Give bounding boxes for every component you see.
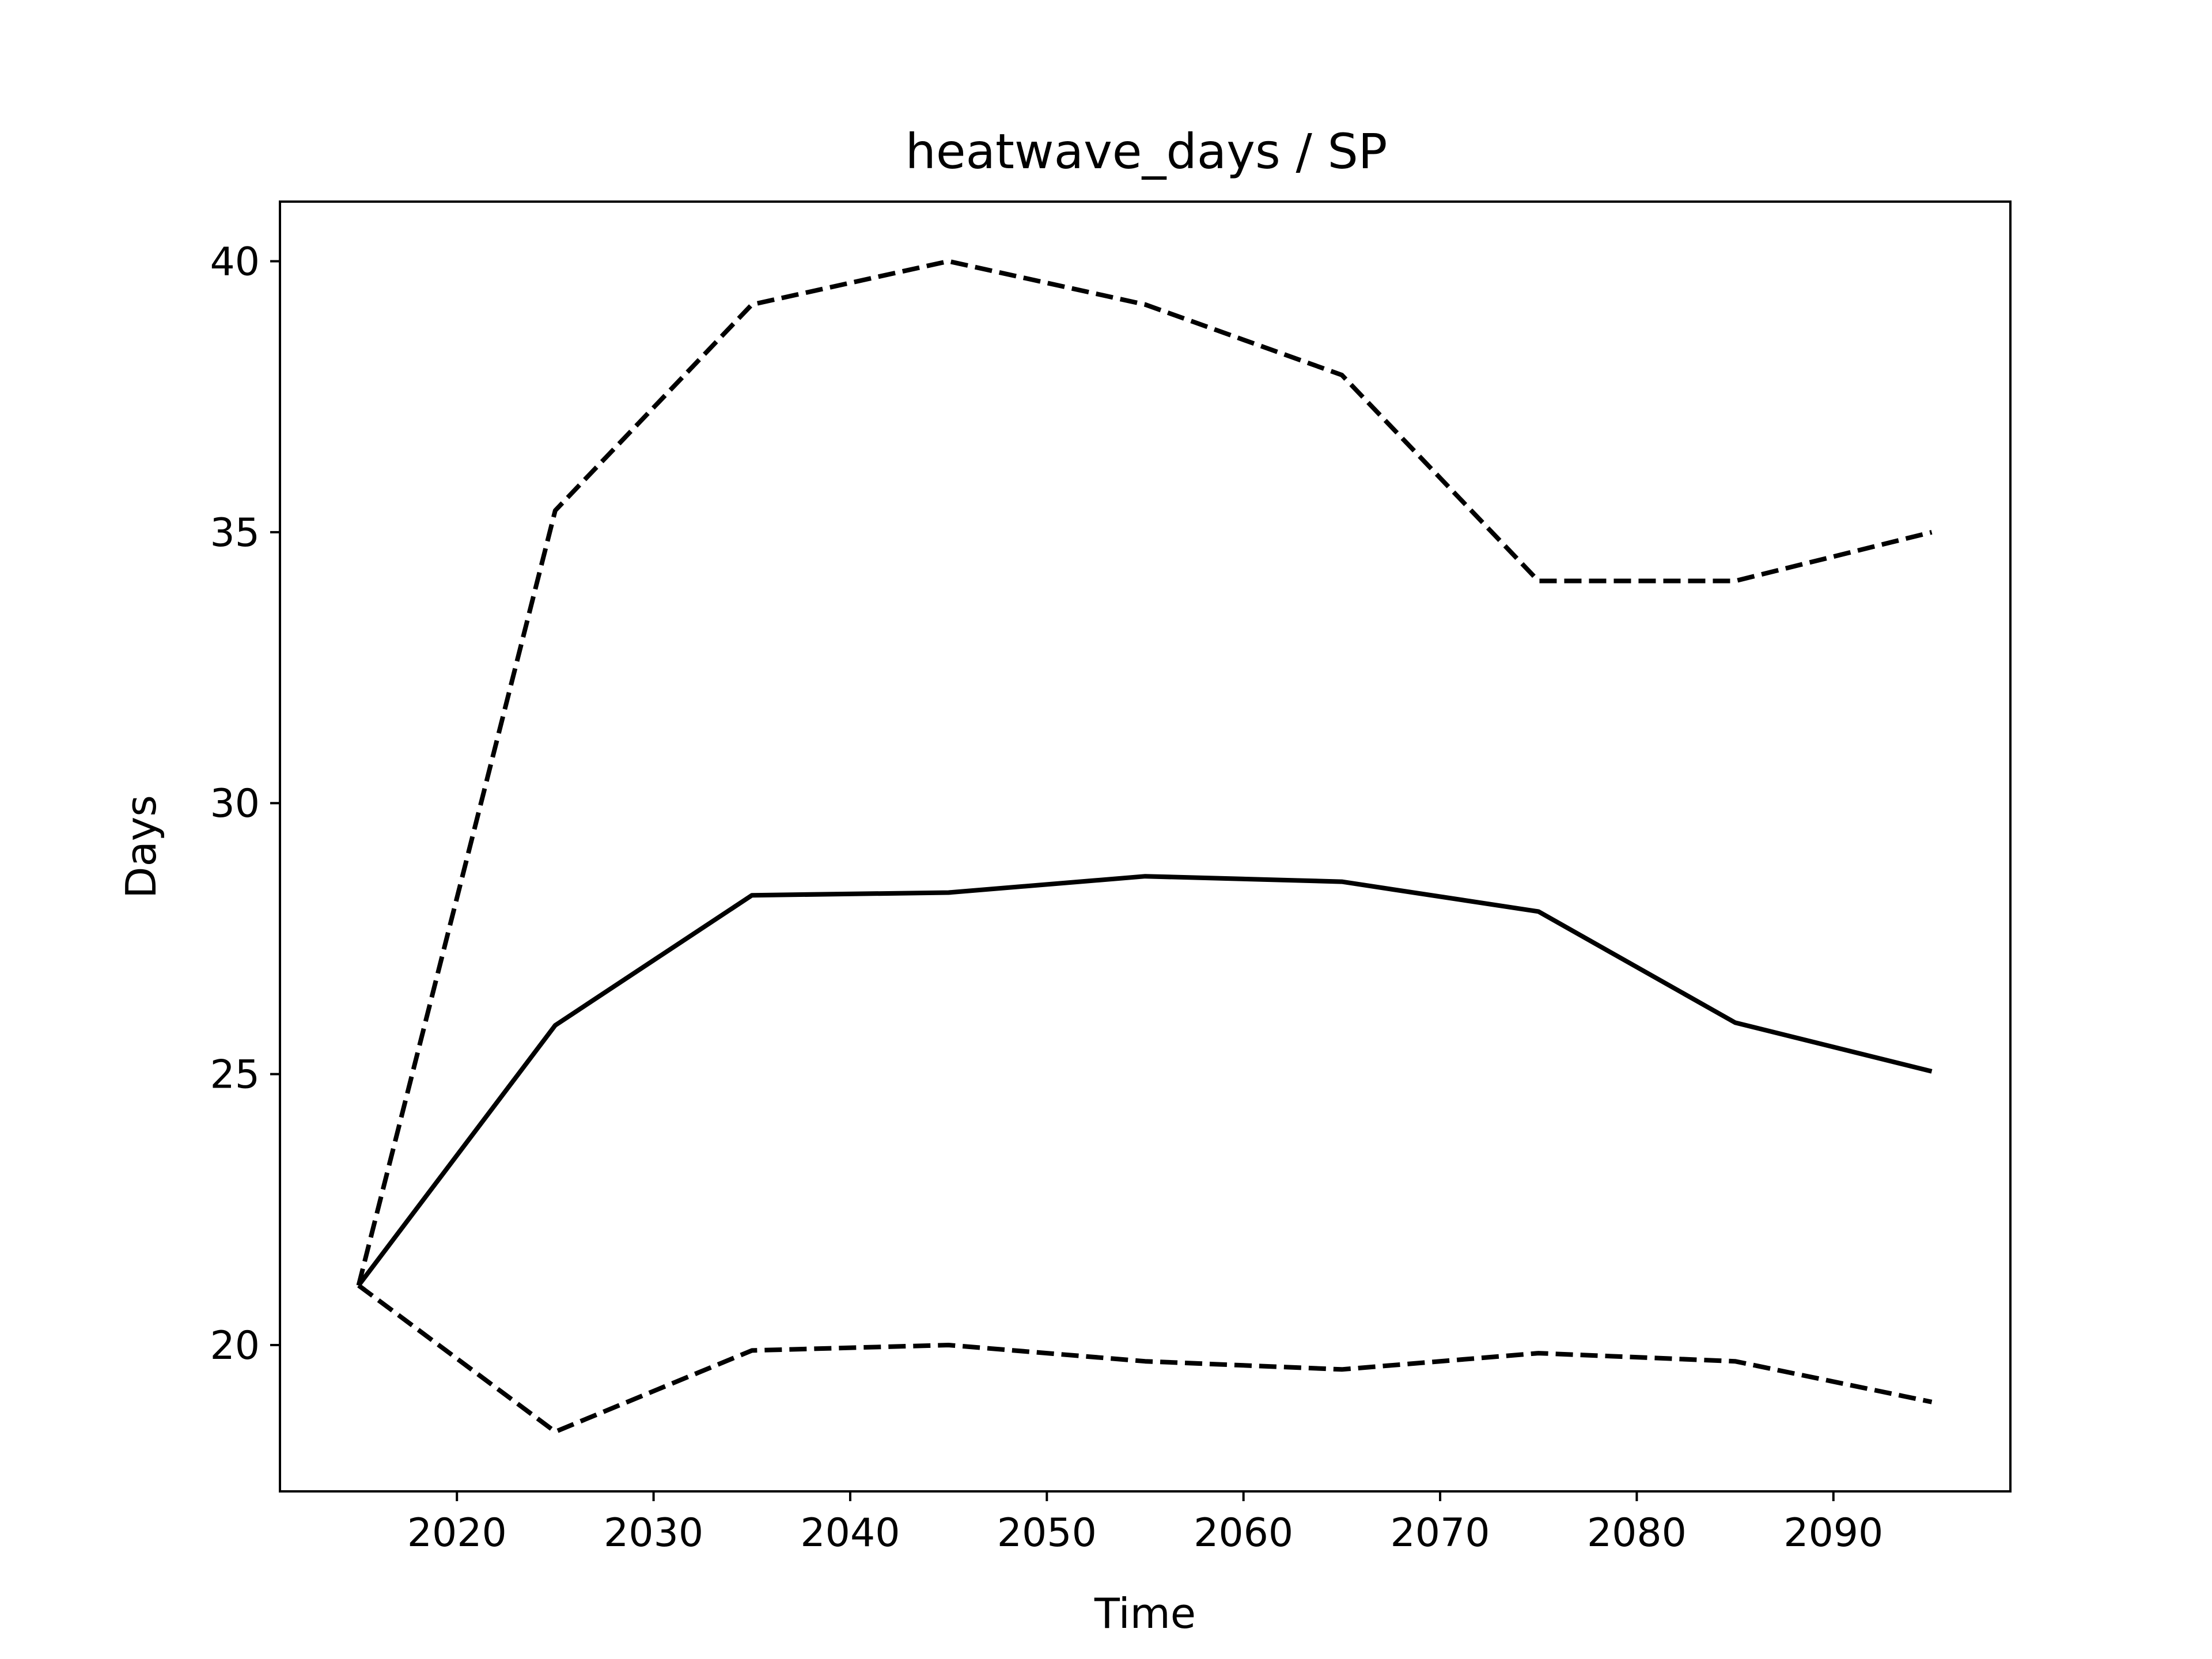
series-line-1 (357, 874, 1933, 1287)
series-line-3 (357, 1283, 1933, 1434)
x-tick-label: 2090 (1783, 1510, 1883, 1556)
y-tick-label: 35 (210, 510, 260, 556)
x-axis: 2020 2030 2040 2050 2060 2070 2080 2090 (407, 1491, 1883, 1556)
y-tick-label: 30 (210, 781, 260, 827)
y-axis: 20 25 30 35 40 (210, 239, 280, 1369)
x-tick-label: 2030 (604, 1510, 703, 1556)
x-tick-label: 2020 (407, 1510, 507, 1556)
x-tick-label: 2040 (800, 1510, 900, 1556)
x-axis-label: Time (1094, 1589, 1196, 1638)
y-tick-label: 20 (210, 1323, 260, 1369)
series-layer (356, 259, 1933, 1434)
x-tick-label: 2060 (1194, 1510, 1293, 1556)
chart-title: heatwave_days / SP (906, 123, 1388, 180)
plot-frame (279, 200, 2012, 1493)
x-tick-label: 2070 (1391, 1510, 1490, 1556)
x-tick-label: 2080 (1587, 1510, 1687, 1556)
series-line-2 (356, 259, 1933, 1286)
y-axis-label: Days (117, 795, 165, 899)
x-tick-label: 2050 (997, 1510, 1097, 1556)
y-tick-label: 25 (210, 1052, 260, 1098)
y-tick-label: 40 (210, 239, 260, 285)
